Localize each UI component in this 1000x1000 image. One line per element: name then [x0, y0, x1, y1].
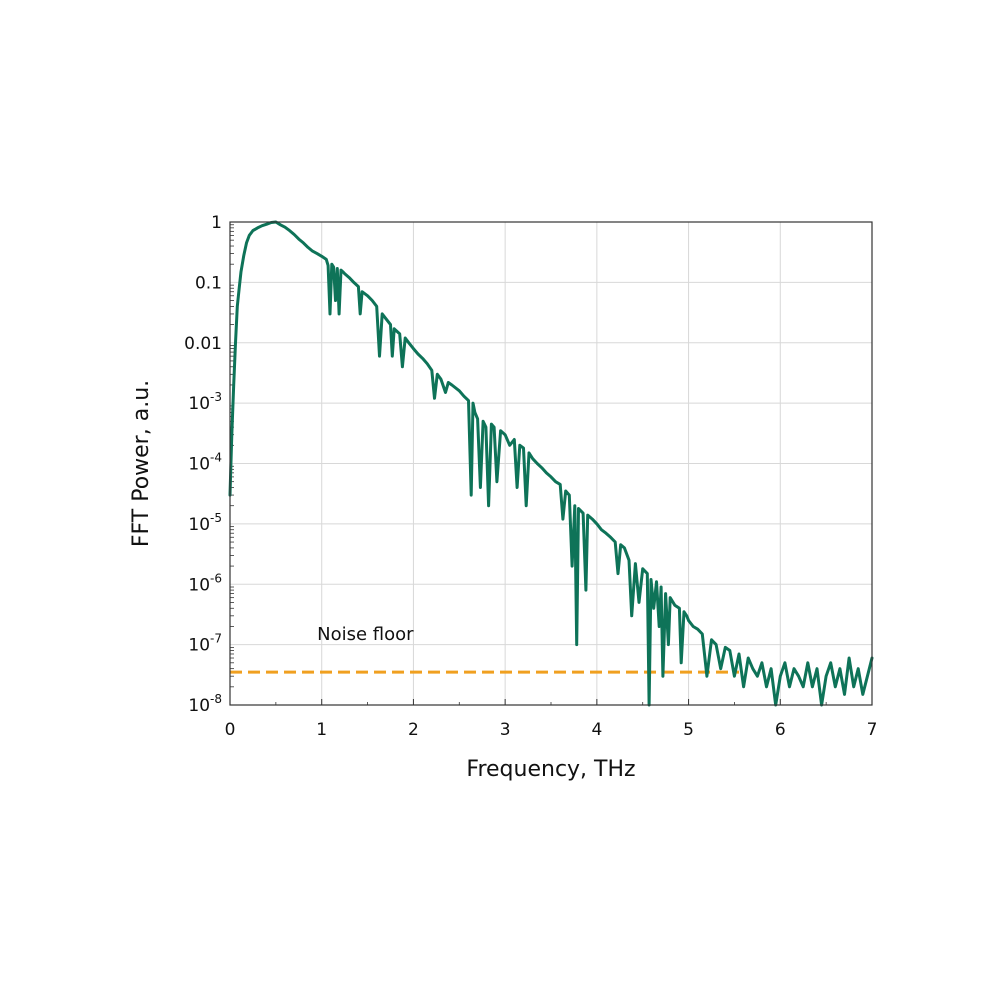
- y-tick-base: 10: [188, 394, 210, 414]
- series-line-fft-power: [228, 220, 874, 707]
- x-tick-label: 0: [225, 720, 236, 740]
- y-tick-exponent: -7: [210, 632, 222, 646]
- x-tick-label: 4: [591, 720, 602, 740]
- y-tick-base: 10: [188, 696, 210, 716]
- y-tick-label: 10-8: [188, 692, 222, 716]
- y-tick-label: 10-6: [188, 571, 222, 595]
- y-tick-exponent: -4: [210, 451, 222, 465]
- x-tick-label: 2: [408, 720, 419, 740]
- series-group: [228, 220, 874, 707]
- y-tick-base: 10: [188, 575, 210, 595]
- plot-frame: [229, 221, 873, 706]
- noise-floor-label: Noise floor: [317, 624, 414, 645]
- y-tick-exponent: -5: [210, 511, 222, 525]
- y-tick-exponent: -8: [210, 692, 222, 706]
- y-tick-label: 10-7: [188, 632, 222, 656]
- x-tick-label: 7: [867, 720, 878, 740]
- x-tick-labels: 0 1 2 3 4 5 6 7: [225, 720, 878, 740]
- y-tick-label: 10-4: [188, 451, 222, 475]
- y-tick-exponent: -3: [210, 390, 222, 404]
- y-tick-label: 1: [211, 213, 222, 233]
- x-tick-label: 5: [683, 720, 694, 740]
- y-tick-label: 10-5: [188, 511, 222, 535]
- y-tick-exponent: -6: [210, 571, 222, 585]
- y-tick-label: 10-3: [188, 390, 222, 414]
- x-tick-label: 6: [775, 720, 786, 740]
- y-tick-label: 0.1: [195, 273, 222, 293]
- annotations: Noise floor: [317, 624, 414, 645]
- minor-ticks: [229, 224, 873, 705]
- y-tick-base: 10: [188, 636, 210, 656]
- y-tick-base: 10: [188, 455, 210, 475]
- y-tick-label: 0.01: [184, 334, 222, 354]
- x-tick-label: 1: [316, 720, 327, 740]
- x-tick-label: 3: [500, 720, 511, 740]
- x-axis-title: Frequency, THz: [466, 757, 635, 782]
- y-axis-title: FFT Power, a.u.: [129, 380, 154, 547]
- y-tick-base: 10: [188, 515, 210, 535]
